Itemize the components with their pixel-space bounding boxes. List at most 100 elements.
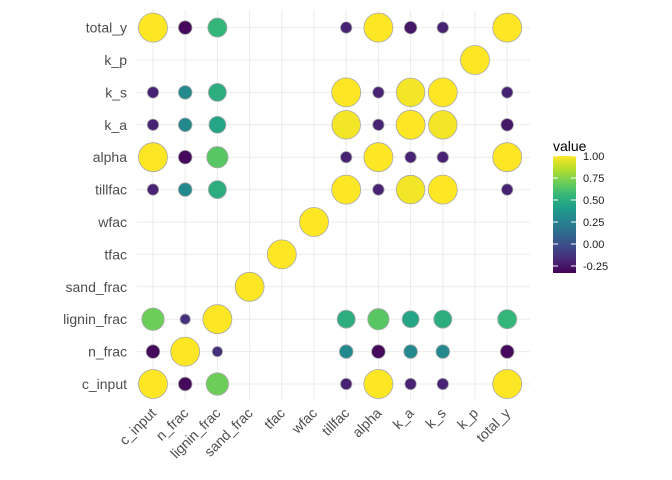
bubble-c_input-n_frac — [145, 344, 161, 359]
bubble-c_input-k_s — [146, 86, 160, 99]
bubble-tillfac-k_a — [331, 110, 361, 140]
bubble-n_frac-c_input — [177, 376, 193, 392]
bubble-alpha-total_y — [363, 12, 394, 43]
y-axis-tick-labels: c_input n_frac lignin_frac sand_frac tfac wfa… — [63, 20, 127, 392]
bubble-k_s-tillfac — [427, 174, 458, 205]
legend-tick-label: 1.00 — [583, 151, 604, 163]
y-tick-label: lignin_frac — [63, 311, 127, 327]
bubble-c_input-tillfac — [146, 183, 160, 196]
y-tick-label: c_input — [82, 376, 127, 392]
bubble-tfac-tfac — [266, 239, 297, 270]
bubble-n_frac-total_y — [177, 20, 193, 35]
bubble-n_frac-lignin_frac — [179, 313, 191, 325]
bubble-lignin_frac-tillfac — [207, 180, 227, 200]
bubble-total_y-total_y — [492, 12, 523, 43]
bubble-sand_frac-sand_frac — [234, 271, 265, 302]
legend-title: value — [553, 138, 587, 154]
x-tick-label: k_s — [422, 405, 449, 432]
x-tick-label: tfac — [261, 405, 288, 432]
bubble-tillfac-tillfac — [331, 174, 362, 205]
bubble-tillfac-k_s — [331, 77, 362, 108]
x-tick-label: k_a — [389, 405, 416, 432]
bubble-k_s-k_s — [427, 77, 458, 108]
bubble-alpha-alpha — [363, 142, 394, 173]
bubble-k_a-alpha — [404, 151, 417, 164]
bubble-lignin_frac-alpha — [206, 146, 229, 169]
bubble-alpha-c_input — [363, 369, 394, 399]
bubble-n_frac-k_s — [177, 85, 193, 100]
bubble-n_frac-n_frac — [170, 336, 201, 367]
bubble-lignin_frac-lignin_frac — [202, 304, 233, 335]
x-tick-label: c_input — [116, 405, 159, 448]
y-tick-label: alpha — [93, 149, 127, 165]
x-tick-label: tillfac — [318, 405, 352, 439]
x-tick-label: total_y — [473, 405, 513, 445]
y-tick-label: tfac — [104, 246, 127, 262]
bubble-k_a-lignin_frac — [401, 310, 420, 329]
bubble-n_frac-alpha — [177, 149, 193, 165]
legend-colorbar — [553, 156, 576, 273]
legend-tick-label: 0.25 — [583, 217, 604, 229]
bubble-tillfac-c_input — [340, 377, 353, 391]
bubble-total_y-lignin_frac — [497, 309, 518, 330]
bubble-k_a-n_frac — [403, 344, 418, 359]
bubble-k_s-lignin_frac — [433, 309, 453, 329]
legend-tick-label: 0.50 — [583, 195, 604, 207]
bubble-k_a-k_a — [395, 109, 426, 140]
bubble-tillfac-n_frac — [339, 344, 354, 359]
bubble-lignin_frac-total_y — [207, 17, 228, 38]
bubble-alpha-k_s — [372, 86, 385, 99]
legend-tick-label: 0.00 — [583, 239, 604, 251]
bubble-lignin_frac-k_s — [207, 83, 227, 102]
bubble-total_y-k_a — [500, 118, 514, 132]
bubble-k_s-c_input — [436, 377, 449, 391]
y-tick-label: k_p — [104, 52, 127, 68]
bubble-total_y-n_frac — [500, 344, 515, 359]
bubble-k_a-total_y — [403, 20, 418, 35]
color-legend: value 1.00 0.75 0.50 0.25 0.00 -0.25 — [553, 138, 608, 273]
x-tick-label: alpha — [349, 405, 385, 441]
x-tick-label: wfac — [288, 405, 320, 437]
legend-tick-label: -0.25 — [583, 261, 608, 273]
y-tick-label: wfac — [97, 214, 127, 230]
bubble-tillfac-lignin_frac — [336, 309, 356, 329]
bubble-alpha-tillfac — [372, 183, 385, 196]
y-tick-label: n_frac — [88, 344, 127, 360]
bubble-tillfac-total_y — [340, 21, 353, 34]
bubble-k_a-c_input — [404, 377, 417, 391]
bubble-lignin_frac-c_input — [205, 372, 229, 396]
bubble-alpha-lignin_frac — [367, 308, 390, 331]
bubble-k_a-tillfac — [395, 174, 426, 205]
bubble-k_p-k_p — [460, 45, 490, 75]
bubble-wfac-wfac — [299, 207, 329, 237]
bubble-total_y-k_s — [501, 86, 514, 99]
y-tick-label: total_y — [86, 20, 127, 36]
y-tick-label: k_a — [104, 117, 127, 133]
bubble-lignin_frac-n_frac — [211, 346, 223, 358]
bubble-k_s-total_y — [436, 21, 449, 34]
bubble-c_input-c_input — [138, 369, 168, 399]
y-tick-label: sand_frac — [66, 279, 127, 295]
bubble-lignin_frac-k_a — [208, 115, 227, 134]
bubble-k_a-k_s — [395, 77, 426, 108]
y-tick-label: tillfac — [95, 182, 127, 198]
bubble-tillfac-alpha — [340, 151, 353, 164]
bubble-k_s-k_a — [428, 110, 458, 140]
y-tick-label: k_s — [105, 84, 127, 100]
bubble-alpha-k_a — [372, 118, 385, 131]
bubble-c_input-alpha — [138, 142, 168, 173]
legend-tick-label: 0.75 — [583, 173, 604, 185]
bubble-n_frac-tillfac — [177, 182, 193, 197]
bubble-c_input-k_a — [146, 118, 160, 131]
bubble-k_s-alpha — [436, 151, 449, 164]
bubble-c_input-lignin_frac — [141, 307, 165, 331]
bubble-alpha-n_frac — [371, 344, 386, 359]
x-tick-label: k_p — [454, 405, 481, 432]
bubble-total_y-c_input — [492, 369, 523, 399]
bubble-k_s-n_frac — [435, 344, 451, 359]
bubble-layer — [138, 12, 523, 399]
bubble-total_y-alpha — [492, 142, 523, 173]
legend-ticks: 1.00 0.75 0.50 0.25 0.00 -0.25 — [553, 151, 608, 273]
